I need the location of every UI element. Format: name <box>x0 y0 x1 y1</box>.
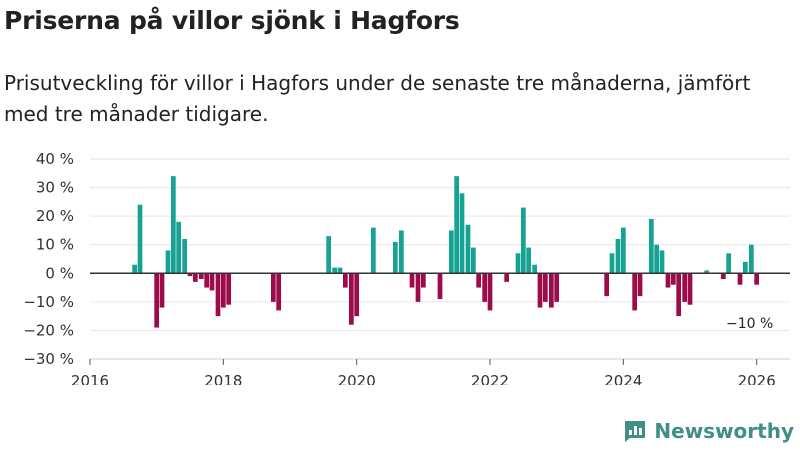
y-tick-label: −20 % <box>23 321 74 339</box>
bar <box>154 273 160 328</box>
bar <box>192 273 198 282</box>
x-tick-label: 2018 <box>204 372 242 385</box>
y-tick-label: 40 % <box>36 150 74 168</box>
bar <box>637 273 643 297</box>
y-tick-label: 20 % <box>36 207 74 225</box>
bar <box>737 273 743 285</box>
y-tick-label: 30 % <box>36 179 74 197</box>
last-value-annotation: −10 % <box>726 316 773 332</box>
bar <box>270 273 276 302</box>
bar <box>204 273 210 288</box>
bar <box>676 273 682 317</box>
bar <box>220 273 226 308</box>
bar <box>370 227 376 274</box>
bar <box>532 264 538 274</box>
brand-logo: Newsworthy <box>622 418 794 444</box>
bar <box>132 264 138 274</box>
bar <box>337 267 343 274</box>
bar <box>648 219 654 274</box>
bar <box>415 273 421 302</box>
bar <box>526 247 532 274</box>
x-tick-label: 2016 <box>71 372 109 385</box>
bar <box>748 244 754 274</box>
bar <box>554 273 560 302</box>
bar <box>226 273 232 305</box>
bar <box>342 273 348 288</box>
bar <box>182 239 188 274</box>
y-tick-label: −10 % <box>23 293 74 311</box>
x-tick-label: 2022 <box>471 372 509 385</box>
bar <box>215 273 221 317</box>
bar <box>604 273 610 297</box>
newsworthy-logo-icon <box>625 421 646 442</box>
bar <box>687 273 693 305</box>
bar <box>520 207 526 274</box>
bar <box>459 193 465 274</box>
bar <box>720 273 726 279</box>
bar <box>326 236 332 274</box>
bar <box>515 253 521 274</box>
bar <box>470 247 476 274</box>
x-tick-label: 2024 <box>604 372 642 385</box>
bar <box>398 230 404 274</box>
bar <box>609 253 615 274</box>
bar <box>659 250 665 274</box>
bar <box>482 273 488 302</box>
y-tick-label: 0 % <box>45 264 74 282</box>
bar <box>654 244 660 274</box>
bar <box>409 273 415 288</box>
bar <box>137 204 143 274</box>
chart-title: Priserna på villor sjönk i Hagfors <box>4 6 460 35</box>
bar <box>620 227 626 274</box>
brand-name: Newsworthy <box>654 419 794 443</box>
bar <box>165 250 171 274</box>
bar <box>198 273 204 279</box>
bar <box>170 176 176 274</box>
bar <box>665 273 671 288</box>
bar <box>354 273 360 317</box>
y-tick-label: 10 % <box>36 236 74 254</box>
bar <box>615 239 621 274</box>
bar <box>754 273 760 285</box>
x-tick-label: 2020 <box>338 372 376 385</box>
bar <box>487 273 493 311</box>
bar <box>420 273 426 288</box>
bar <box>437 273 443 299</box>
bar <box>454 176 460 274</box>
bar <box>632 273 638 311</box>
bar <box>465 224 471 274</box>
bar <box>159 273 165 308</box>
bar <box>548 273 554 308</box>
bar <box>682 273 688 302</box>
y-tick-label: −30 % <box>23 350 74 368</box>
bar <box>332 267 338 274</box>
bar <box>537 273 543 308</box>
chart-subtitle: Prisutveckling för villor i Hagfors unde… <box>4 71 751 126</box>
bar <box>187 273 193 277</box>
bar <box>670 273 676 285</box>
bar <box>348 273 354 325</box>
bar <box>742 261 748 274</box>
bar <box>392 241 398 274</box>
bar <box>542 273 548 302</box>
bar-chart: 40 % 30 % 20 % 10 % 0 % −10 % −20 % −30 % 2016 20… <box>23 150 790 385</box>
bar <box>726 253 732 274</box>
x-tick-label: 2026 <box>738 372 776 385</box>
bar <box>276 273 282 311</box>
bar <box>504 273 510 282</box>
bar <box>176 221 182 274</box>
bar <box>704 270 710 274</box>
bar <box>448 230 454 274</box>
bar <box>476 273 482 288</box>
bar <box>209 273 215 291</box>
